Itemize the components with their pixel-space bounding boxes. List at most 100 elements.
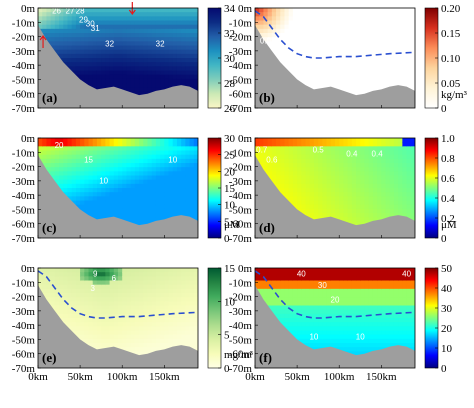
field-cell — [393, 200, 399, 206]
field-cell — [75, 301, 81, 307]
field-cell — [151, 28, 157, 34]
field-cell — [96, 338, 102, 344]
field-cell — [292, 24, 298, 30]
field-cell — [67, 268, 73, 273]
field-cell — [59, 16, 64, 22]
field-cell — [343, 208, 349, 214]
field-cell — [160, 208, 165, 214]
field-cell — [134, 208, 140, 214]
field-cell — [385, 183, 391, 189]
field-cell — [105, 8, 111, 13]
field-cell — [122, 272, 128, 277]
field-cell — [38, 142, 43, 147]
field-cell — [181, 163, 186, 168]
contour-label: 0.7 — [256, 145, 268, 154]
field-cell — [109, 188, 115, 193]
field-cell — [326, 8, 332, 13]
field-cell — [147, 53, 153, 59]
field-cell — [126, 213, 132, 218]
field-cell — [189, 78, 195, 84]
field-cell — [168, 305, 174, 311]
field-cell — [393, 41, 399, 47]
field-cell — [42, 272, 48, 277]
field-cell — [326, 171, 332, 177]
field-cell — [330, 45, 336, 51]
field-cell — [147, 309, 153, 315]
field-cell — [143, 142, 149, 147]
field-cell — [164, 183, 170, 189]
field-cell — [101, 200, 106, 206]
field-cell — [263, 154, 269, 160]
field-cell — [139, 70, 144, 76]
field-cell — [339, 167, 345, 172]
field-cell — [143, 330, 149, 336]
field-cell — [164, 83, 170, 88]
field-cell — [118, 305, 123, 311]
field-cell — [284, 58, 290, 63]
field-cell — [410, 196, 415, 202]
field-cell — [75, 305, 81, 311]
field-cell — [160, 24, 165, 30]
field-cell — [181, 268, 186, 273]
field-cell — [168, 33, 174, 38]
field-cell — [38, 146, 43, 152]
field-cell — [189, 179, 195, 185]
field-cell — [351, 91, 357, 97]
field-cell — [151, 343, 157, 348]
field-cell — [164, 301, 170, 307]
field-cell — [109, 150, 115, 156]
field-cell — [139, 288, 144, 294]
field-cell — [75, 33, 81, 38]
field-cell — [280, 158, 286, 164]
field-cell — [122, 183, 128, 189]
field-cell — [160, 326, 165, 332]
field-cell — [263, 150, 269, 156]
field-cell — [322, 12, 328, 17]
field-cell — [96, 150, 102, 156]
field-cell — [109, 272, 115, 277]
field-cell — [160, 45, 165, 51]
field-cell — [326, 58, 332, 63]
field-cell — [377, 175, 382, 181]
field-cell — [276, 313, 281, 319]
field-cell — [335, 142, 340, 147]
field-cell — [255, 142, 260, 147]
field-cell — [59, 280, 64, 286]
field-cell — [139, 53, 144, 59]
field-cell — [143, 49, 149, 55]
field-cell — [130, 204, 136, 210]
field-cell — [297, 33, 302, 38]
field-cell — [410, 183, 415, 189]
field-cell — [351, 53, 357, 59]
field-cell — [88, 49, 94, 55]
field-cell — [164, 343, 170, 348]
field-cell — [164, 334, 170, 340]
field-cell — [160, 196, 165, 202]
field-cell — [377, 41, 382, 47]
colorbar — [424, 137, 439, 239]
field-cell — [84, 183, 90, 189]
field-cell — [181, 175, 186, 181]
field-cell — [126, 288, 132, 294]
y-tick-label: -10m — [229, 147, 253, 159]
field-cell — [339, 204, 345, 210]
field-cell — [406, 192, 412, 197]
field-cell — [84, 188, 90, 193]
field-cell — [130, 74, 136, 80]
field-cell — [189, 33, 195, 38]
field-cell — [193, 49, 198, 55]
field-cell — [267, 158, 273, 164]
field-cell — [402, 154, 408, 160]
field-cell — [381, 70, 387, 76]
field-cell — [326, 83, 332, 88]
field-cell — [46, 8, 52, 13]
field-cell — [71, 330, 77, 336]
field-cell — [168, 53, 174, 59]
field-cell — [50, 301, 56, 307]
field-cell — [109, 33, 115, 38]
field-cell — [126, 268, 132, 273]
field-cell — [343, 74, 349, 80]
field-cell — [301, 188, 307, 193]
field-cell — [67, 280, 73, 286]
field-cell — [118, 41, 123, 47]
